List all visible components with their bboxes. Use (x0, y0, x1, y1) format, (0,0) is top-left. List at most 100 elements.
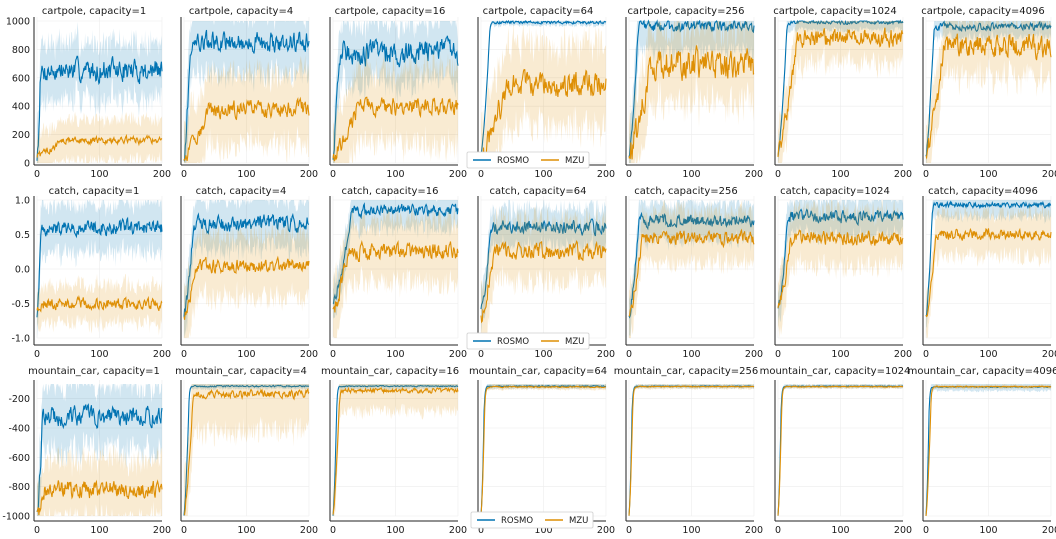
x-tick-label: 100 (534, 349, 552, 360)
x-tick-label: 200 (597, 349, 615, 360)
band-mzu (333, 204, 458, 338)
panel-title: mountain_car, capacity=256 (614, 366, 758, 377)
x-tick-label: 100 (534, 525, 552, 536)
x-tick-label: 100 (90, 525, 108, 536)
y-tick-label: 600 (12, 73, 30, 84)
band-rosmo (629, 200, 754, 337)
x-tick-label: 200 (153, 169, 171, 180)
panel-title: mountain_car, capacity=1024 (760, 366, 911, 377)
band-mzu (629, 200, 754, 338)
legend-row-2: ROSMO MZU (466, 332, 590, 350)
x-tick-label: 100 (979, 169, 997, 180)
panel-cartpole-1: 0 100 200 0 200 400 600 800 1000 cartpole, capaci… (6, 6, 171, 180)
x-tick-label: 100 (682, 349, 700, 360)
x-tick-label: 0 (34, 349, 40, 360)
panel-cartpole-1024: 0 100 200 cartpole, capacity=1024 (773, 6, 912, 180)
x-tick-label: 200 (300, 349, 318, 360)
panel-title: mountain_car, capacity=16 (321, 366, 459, 377)
x-tick-label: 100 (237, 169, 255, 180)
line-rosmo (183, 384, 310, 516)
x-tick-label: 0 (626, 169, 632, 180)
legend-box (466, 332, 590, 350)
line-mzu (332, 239, 459, 313)
band-rosmo (926, 200, 1051, 328)
band-rosmo (926, 21, 1051, 163)
x-tick-label: 0 (330, 169, 336, 180)
x-tick-label: 200 (449, 525, 467, 536)
y-tick-label: -400 (8, 424, 30, 435)
y-tick-label: 800 (12, 45, 30, 56)
x-tick-label: 200 (894, 169, 912, 180)
line-rosmo (36, 403, 163, 512)
x-tick-label: 200 (1042, 169, 1056, 180)
panel-cartpole-256: 0 100 200 cartpole, capacity=256 (625, 6, 763, 180)
band-rosmo (37, 200, 162, 338)
y-tick-label: -800 (8, 482, 30, 493)
panel-catch-1024: 0 100 200 catch, capacity=1024 (774, 186, 912, 360)
line-mzu (628, 45, 755, 160)
panel-catch-256: 0 100 200 catch, capacity=256 (625, 186, 763, 360)
x-tick-label: 0 (923, 525, 929, 536)
line-mzu (480, 385, 607, 516)
x-tick-label: 100 (237, 525, 255, 536)
y-tick-label: 200 (12, 130, 30, 141)
y-tick-label: 0.5 (15, 230, 30, 241)
legend-row-1: ROSMO MZU (466, 151, 590, 169)
panel-catch-4: 0 100 200 catch, capacity=4 (180, 186, 318, 360)
x-tick-label: 200 (894, 525, 912, 536)
panel-title: mountain_car, capacity=1 (28, 366, 160, 377)
x-tick-label: 0 (775, 349, 781, 360)
line-mzu (628, 228, 755, 317)
band-mzu (37, 111, 162, 163)
panel-catch-1: 0 100 200 -1.0 -0.5 0.0 0.5 1.0 catch, capacity=… (11, 186, 171, 360)
panel-title: cartpole, capacity=64 (483, 6, 594, 17)
line-rosmo (332, 384, 459, 516)
panel-title: mountain_car, capacity=4 (175, 366, 307, 377)
x-tick-label: 0 (478, 169, 484, 180)
line-rosmo (628, 211, 755, 319)
panel-mountain_car-1: 0 100 200 -1000 -800 -600 -400 -200 mountain_car… (2, 366, 171, 536)
line-mzu (925, 227, 1052, 318)
y-tick-label: 1.0 (15, 196, 30, 207)
panel-mountain_car-4: 0 100 200 mountain_car, capacity=4 (175, 366, 318, 536)
x-tick-label: 100 (90, 169, 108, 180)
line-mzu (183, 96, 310, 162)
y-tick-label: -600 (8, 453, 30, 464)
panel-mountain_car-256: 0 100 200 mountain_car, capacity=256 (614, 366, 763, 536)
legend-label-mzu: MZU (565, 156, 584, 166)
panel-title: cartpole, capacity=256 (627, 6, 744, 17)
line-rosmo (480, 218, 607, 310)
line-rosmo (332, 202, 459, 305)
line-rosmo (183, 212, 310, 317)
line-mzu (183, 255, 310, 320)
panel-title: cartpole, capacity=4096 (921, 6, 1044, 17)
panel-title: mountain_car, capacity=4096 (908, 366, 1056, 377)
band-rosmo (629, 21, 754, 163)
x-tick-label: 100 (237, 349, 255, 360)
legend-label-rosmo: ROSMO (501, 516, 533, 526)
panel-title: mountain_car, capacity=64 (469, 366, 607, 377)
line-rosmo (332, 35, 459, 160)
line-rosmo (777, 385, 904, 516)
y-tick-label: -1.0 (11, 334, 30, 345)
line-mzu (480, 239, 607, 324)
line-mzu (777, 385, 904, 516)
x-tick-label: 100 (831, 349, 849, 360)
x-tick-label: 0 (181, 525, 187, 536)
x-tick-label: 0 (478, 349, 484, 360)
line-mzu (777, 229, 904, 308)
y-tick-label: -1000 (2, 512, 30, 523)
x-tick-label: 100 (386, 169, 404, 180)
x-tick-label: 200 (745, 349, 763, 360)
panel-title: catch, capacity=1024 (780, 186, 890, 197)
x-tick-label: 100 (534, 169, 552, 180)
x-tick-label: 200 (153, 525, 171, 536)
line-mzu (628, 385, 755, 516)
band-mzu (184, 384, 309, 516)
x-tick-label: 100 (831, 525, 849, 536)
x-tick-label: 100 (386, 349, 404, 360)
panel-title: cartpole, capacity=1024 (773, 6, 896, 17)
line-rosmo (36, 55, 163, 161)
x-tick-label: 0 (923, 349, 929, 360)
x-tick-label: 100 (386, 525, 404, 536)
